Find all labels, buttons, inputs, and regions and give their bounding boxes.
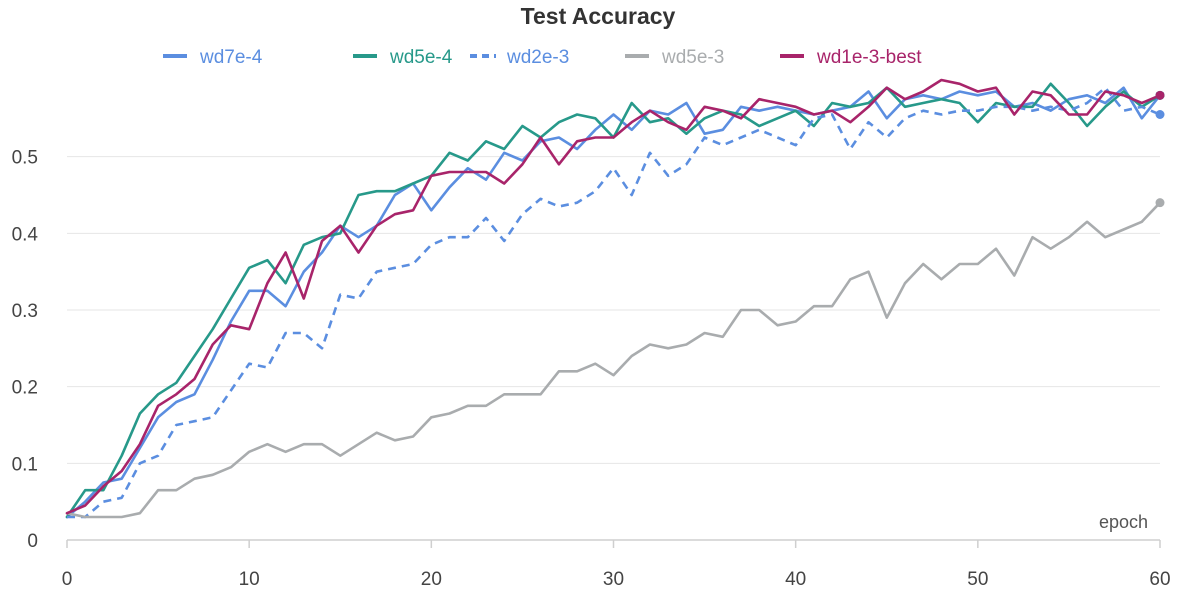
end-point-wd1e-3-best	[1155, 90, 1165, 100]
x-tick-label: 40	[785, 569, 806, 590]
legend-item-wd7e-4[interactable]: wd7e-4	[163, 47, 263, 68]
legend-item-wd1e-3-best[interactable]: wd1e-3-best	[780, 47, 922, 68]
legend-item-wd5e-3[interactable]: wd5e-3	[625, 47, 724, 68]
x-axis: 0 10 20 30 40 50 60	[62, 539, 1171, 590]
y-axis-ticks: 0 0.1 0.2 0.3 0.4 0.5	[12, 148, 39, 552]
y-tick-label: 0.4	[12, 224, 39, 245]
y-tick-label: 0.1	[12, 454, 38, 475]
end-point-wd5e-3	[1155, 198, 1165, 208]
series-line-wd5e-4	[65, 82, 1162, 519]
chart-title: Test Accuracy	[521, 3, 676, 29]
series-line-wd5e-3	[65, 201, 1162, 519]
x-tick-label: 50	[967, 569, 988, 590]
y-tick-label: 0.2	[12, 378, 38, 399]
x-tick-label: 60	[1149, 569, 1170, 590]
legend-label: wd2e-3	[506, 47, 569, 68]
series-line-wd7e-4	[65, 86, 1162, 519]
y-tick-label: 0	[27, 531, 38, 552]
series-end-markers	[1155, 90, 1165, 208]
legend-label: wd1e-3-best	[816, 47, 922, 68]
legend-item-wd5e-4[interactable]: wd5e-4	[353, 47, 453, 68]
series-line-wd2e-3	[67, 86, 1161, 519]
x-tick-label: 30	[603, 569, 624, 590]
legend-label: wd5e-3	[661, 47, 724, 68]
y-tick-label: 0.5	[12, 148, 38, 169]
x-tick-label: 10	[239, 569, 260, 590]
series-line-wd1e-3-best	[65, 78, 1162, 515]
x-tick-label: 20	[421, 569, 442, 590]
legend-label: wd7e-4	[199, 47, 263, 68]
grid-lines	[67, 156, 1160, 464]
series-lines	[65, 78, 1162, 519]
end-point-wd2e-3	[1155, 110, 1165, 119]
legend-label: wd5e-4	[389, 47, 453, 68]
y-tick-label: 0.3	[12, 301, 38, 322]
x-axis-title: epoch	[1099, 512, 1148, 532]
legend-item-wd2e-3[interactable]: wd2e-3	[470, 47, 569, 68]
legend: wd7e-4 wd5e-4 wd2e-3 wd5e-3 wd1e-3-best	[163, 47, 922, 68]
x-tick-label: 0	[62, 569, 73, 590]
